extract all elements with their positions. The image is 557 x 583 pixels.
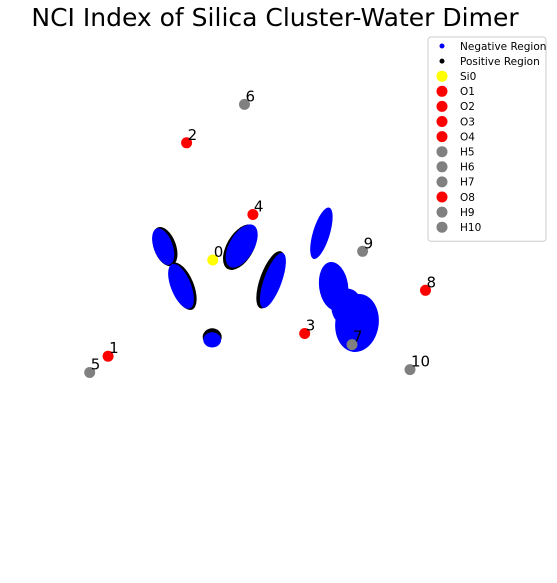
- atom-label-10: 10: [411, 353, 430, 371]
- atom-label-0: 0: [214, 243, 224, 261]
- legend-label-h5: H5: [460, 147, 475, 159]
- legend-label-o1: O1: [460, 86, 475, 98]
- legend-label-h7: H7: [460, 177, 475, 189]
- atom-label-4: 4: [254, 198, 264, 216]
- legend-label-o4: O4: [460, 131, 475, 143]
- legend-marker-h10: [436, 221, 448, 233]
- legend-label-h6: H6: [460, 162, 475, 174]
- atom-O2: [181, 137, 193, 149]
- legend-label-si0: Si0: [460, 71, 476, 83]
- atom-O3: [299, 328, 311, 339]
- legend-marker-o4: [436, 131, 448, 143]
- atom-label-1: 1: [109, 339, 119, 357]
- legend-marker-positive-region: [439, 58, 445, 64]
- legend-marker-si0: [436, 70, 448, 82]
- legend-marker-o8: [436, 191, 448, 203]
- atom-label-6: 6: [246, 87, 256, 105]
- negative-region-10: [203, 332, 222, 348]
- negative-region-8: [310, 207, 333, 259]
- legend-marker-h9: [436, 206, 448, 218]
- atom-O8: [420, 284, 431, 296]
- negative-region-7: [259, 252, 286, 308]
- atom-Si0: [207, 254, 219, 266]
- legend-label-negative-region: Negative Region: [460, 41, 546, 53]
- legend-marker-h5: [436, 146, 448, 158]
- atom-O4: [247, 209, 259, 220]
- legend-marker-h6: [436, 161, 448, 173]
- atom-label-9: 9: [364, 234, 374, 252]
- atom-label-3: 3: [306, 317, 316, 335]
- legend-marker-o3: [436, 116, 448, 127]
- legend-label-o8: O8: [460, 192, 475, 204]
- legend-marker-h7: [436, 176, 448, 188]
- legend: Negative Region Positive Region Si0 O1 O2 O3 O…: [427, 36, 547, 242]
- atom-label-5: 5: [91, 356, 101, 374]
- negative-region-5: [225, 224, 258, 268]
- legend-label-positive-region: Positive Region: [460, 56, 540, 68]
- negative-region-13: [331, 288, 363, 326]
- legend-marker-negative-region: [439, 43, 445, 49]
- atom-label-8: 8: [427, 273, 437, 291]
- legend-box: [427, 36, 547, 242]
- atom-H7: [346, 339, 358, 351]
- atom-label-7: 7: [353, 328, 363, 346]
- atoms: 0 1 2 3 4 5 6 7 8 9 10: [84, 87, 436, 378]
- chart-title: NCI Index of Silica Cluster-Water Dimer: [31, 3, 519, 32]
- legend-label-h10: H10: [460, 222, 481, 234]
- legend-label-o3: O3: [460, 116, 475, 128]
- legend-label-o2: O2: [460, 101, 475, 113]
- legend-marker-o1: [436, 85, 448, 97]
- atom-H10: [404, 364, 416, 376]
- negative-region-1: [152, 228, 175, 265]
- atom-H6: [239, 98, 250, 110]
- negative-region-3: [168, 263, 194, 309]
- atom-O1: [102, 350, 114, 362]
- atom-H5: [84, 367, 96, 378]
- atom-label-2: 2: [188, 126, 198, 144]
- legend-label-h9: H9: [460, 207, 475, 219]
- legend-marker-o2: [436, 100, 448, 112]
- atom-H9: [357, 245, 369, 257]
- nci-regions: [152, 207, 379, 352]
